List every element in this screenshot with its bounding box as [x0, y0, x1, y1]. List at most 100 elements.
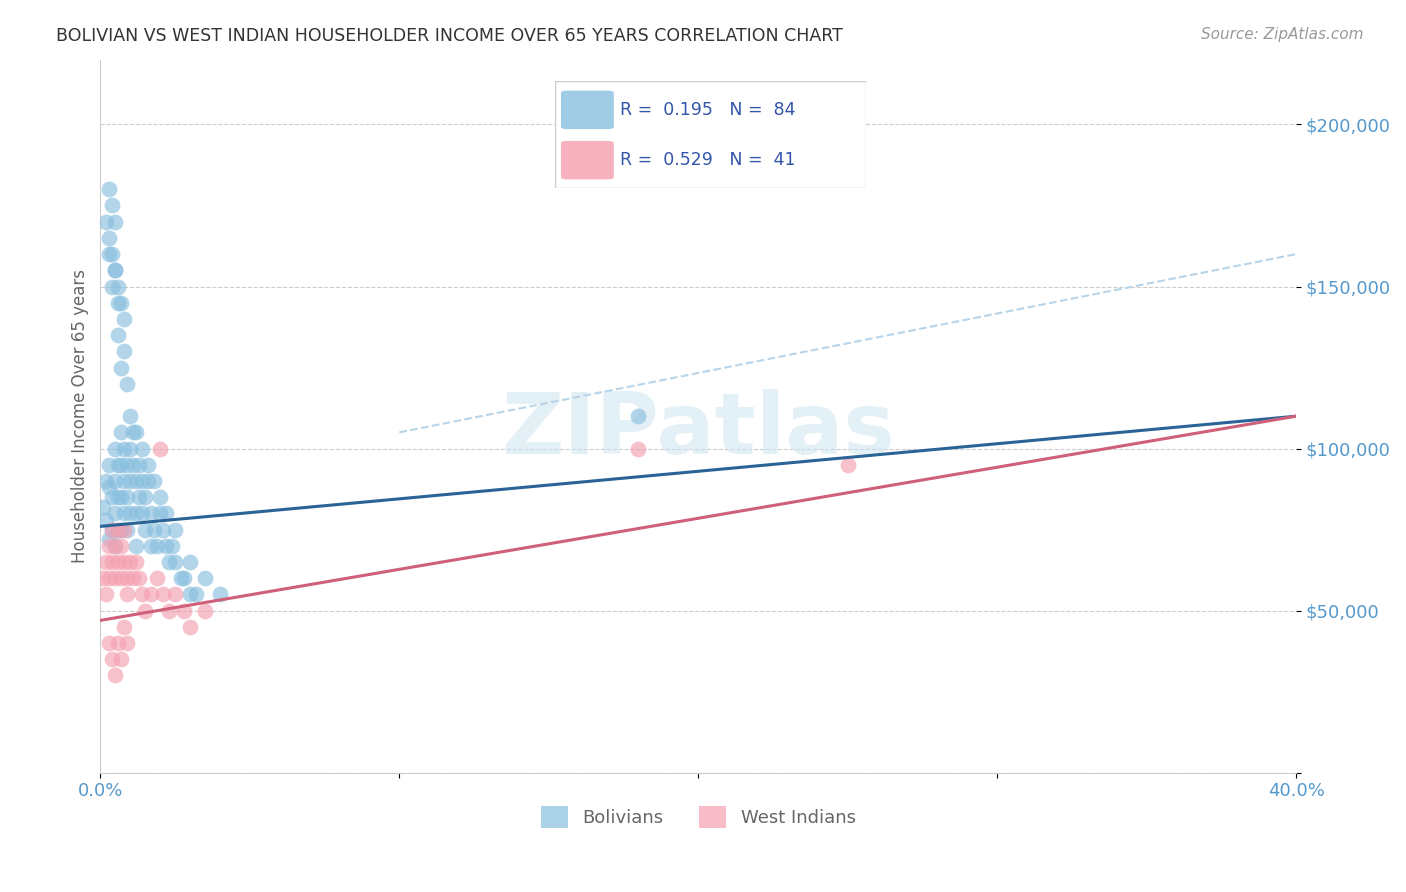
Point [107, 328, 129, 343]
Point [91, 500, 114, 514]
Point [112, 312, 135, 326]
Point [146, 539, 169, 553]
Point [136, 474, 159, 488]
Point [117, 458, 139, 472]
Point [101, 490, 124, 504]
Point [134, 523, 156, 537]
Point [157, 555, 180, 569]
Point [194, 571, 217, 585]
Point [179, 587, 201, 601]
Point [149, 490, 172, 504]
Point [131, 474, 153, 488]
Point [173, 571, 195, 585]
Point [107, 490, 129, 504]
Point [98, 636, 121, 650]
Point [117, 376, 139, 391]
Point [160, 539, 183, 553]
Point [98, 182, 121, 196]
Point [98, 247, 121, 261]
Point [136, 458, 159, 472]
Point [152, 587, 174, 601]
Point [112, 523, 135, 537]
Point [110, 458, 132, 472]
Point [131, 587, 153, 601]
Point [104, 442, 127, 456]
Point [165, 587, 187, 601]
Text: ZIPatlas: ZIPatlas [502, 389, 896, 472]
Legend: Bolivians, West Indians: Bolivians, West Indians [533, 798, 863, 835]
Point [122, 458, 145, 472]
Point [96, 555, 118, 569]
Point [110, 539, 132, 553]
Point [120, 555, 142, 569]
Point [125, 507, 148, 521]
Point [125, 539, 148, 553]
Point [152, 523, 174, 537]
Point [107, 458, 129, 472]
Point [112, 507, 135, 521]
Point [96, 215, 118, 229]
Point [110, 425, 132, 440]
Point [170, 571, 193, 585]
Point [837, 458, 859, 472]
Point [104, 215, 127, 229]
Point [208, 587, 231, 601]
Point [101, 279, 124, 293]
Point [173, 604, 195, 618]
Point [107, 279, 129, 293]
Point [104, 263, 127, 277]
Point [141, 587, 163, 601]
Point [107, 295, 129, 310]
Point [165, 555, 187, 569]
Point [143, 474, 166, 488]
Point [112, 620, 135, 634]
Text: Source: ZipAtlas.com: Source: ZipAtlas.com [1201, 27, 1364, 42]
Y-axis label: Householder Income Over 65 years: Householder Income Over 65 years [72, 269, 89, 563]
Point [98, 533, 121, 547]
Point [101, 652, 124, 666]
Point [146, 571, 169, 585]
Point [128, 458, 150, 472]
Point [101, 555, 124, 569]
Point [117, 571, 139, 585]
Point [155, 507, 177, 521]
Point [98, 231, 121, 245]
Point [112, 474, 135, 488]
Point [107, 636, 129, 650]
Point [165, 523, 187, 537]
Text: BOLIVIAN VS WEST INDIAN HOUSEHOLDER INCOME OVER 65 YEARS CORRELATION CHART: BOLIVIAN VS WEST INDIAN HOUSEHOLDER INCO… [56, 27, 844, 45]
Point [110, 360, 132, 375]
Point [98, 539, 121, 553]
Point [194, 604, 217, 618]
Point [104, 539, 127, 553]
Point [128, 571, 150, 585]
Point [110, 490, 132, 504]
Point [101, 523, 124, 537]
Point [91, 571, 114, 585]
Point [104, 507, 127, 521]
Point [101, 198, 124, 212]
Point [96, 587, 118, 601]
Point [125, 474, 148, 488]
Point [104, 539, 127, 553]
Point [107, 523, 129, 537]
Point [117, 587, 139, 601]
Point [98, 481, 121, 495]
Point [96, 474, 118, 488]
Point [141, 539, 163, 553]
Point [149, 442, 172, 456]
Point [143, 523, 166, 537]
Point [125, 425, 148, 440]
Point [96, 513, 118, 527]
Point [107, 555, 129, 569]
Point [627, 442, 650, 456]
Point [110, 523, 132, 537]
Point [117, 490, 139, 504]
Point [104, 474, 127, 488]
Point [122, 571, 145, 585]
Point [120, 409, 142, 424]
Point [120, 507, 142, 521]
Point [179, 555, 201, 569]
Point [104, 668, 127, 682]
Point [141, 507, 163, 521]
